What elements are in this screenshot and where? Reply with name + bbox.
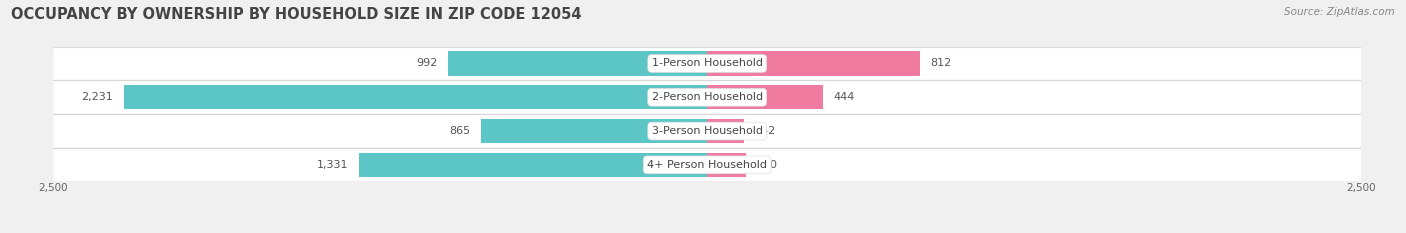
- Bar: [481, 119, 707, 143]
- Bar: [124, 85, 707, 110]
- Bar: [447, 51, 707, 76]
- Text: 865: 865: [450, 126, 471, 136]
- Bar: [359, 153, 707, 177]
- Bar: [707, 153, 747, 177]
- Bar: [707, 51, 920, 76]
- FancyBboxPatch shape: [53, 47, 1361, 80]
- Text: 3-Person Household: 3-Person Household: [652, 126, 762, 136]
- Text: 812: 812: [929, 58, 952, 69]
- Text: 444: 444: [834, 92, 855, 102]
- Text: 2-Person Household: 2-Person Household: [651, 92, 763, 102]
- Text: 4+ Person Household: 4+ Person Household: [647, 160, 768, 170]
- Bar: [707, 85, 824, 110]
- Text: 2,231: 2,231: [82, 92, 114, 102]
- Text: 142: 142: [755, 126, 776, 136]
- Text: 992: 992: [416, 58, 437, 69]
- Text: 1-Person Household: 1-Person Household: [652, 58, 762, 69]
- Bar: [707, 119, 744, 143]
- Text: OCCUPANCY BY OWNERSHIP BY HOUSEHOLD SIZE IN ZIP CODE 12054: OCCUPANCY BY OWNERSHIP BY HOUSEHOLD SIZE…: [11, 7, 582, 22]
- FancyBboxPatch shape: [53, 115, 1361, 147]
- FancyBboxPatch shape: [53, 81, 1361, 113]
- FancyBboxPatch shape: [53, 149, 1361, 181]
- Text: 1,331: 1,331: [318, 160, 349, 170]
- Text: Source: ZipAtlas.com: Source: ZipAtlas.com: [1284, 7, 1395, 17]
- Text: 150: 150: [756, 160, 778, 170]
